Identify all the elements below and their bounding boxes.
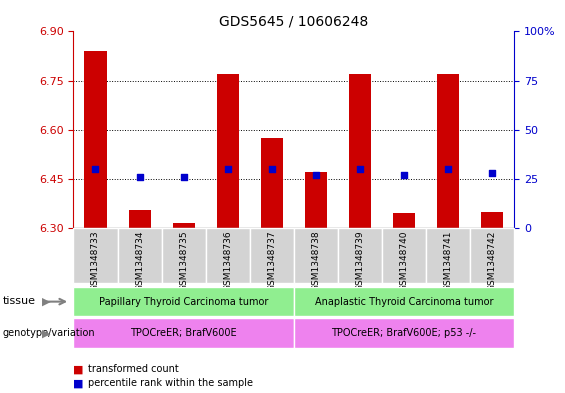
Text: transformed count: transformed count [88,364,179,375]
Title: GDS5645 / 10606248: GDS5645 / 10606248 [219,15,368,29]
Point [444,166,453,172]
Point [223,166,232,172]
Point [267,166,276,172]
Point [488,170,497,176]
Text: ▶: ▶ [42,328,51,338]
Text: ■: ■ [73,364,84,375]
Bar [349,74,371,228]
Bar [305,172,327,228]
Bar [85,51,106,228]
Point [355,166,364,172]
FancyBboxPatch shape [294,318,514,348]
FancyBboxPatch shape [382,228,426,283]
Text: TPOCreER; BrafV600E; p53 -/-: TPOCreER; BrafV600E; p53 -/- [332,328,476,338]
Bar [128,210,150,228]
Point [399,172,408,178]
Point [91,166,100,172]
FancyBboxPatch shape [294,287,514,316]
Bar [217,74,238,228]
FancyBboxPatch shape [73,228,118,283]
Text: GSM1348740: GSM1348740 [399,231,408,291]
Text: GSM1348739: GSM1348739 [355,231,364,291]
Text: GSM1348734: GSM1348734 [135,231,144,291]
Text: genotype/variation: genotype/variation [3,328,95,338]
Text: ■: ■ [73,378,84,388]
Bar [437,74,459,228]
Bar [261,138,283,228]
FancyBboxPatch shape [73,287,294,316]
Text: GSM1348742: GSM1348742 [488,231,497,291]
Text: ▶: ▶ [42,296,51,307]
FancyBboxPatch shape [426,228,470,283]
Text: percentile rank within the sample: percentile rank within the sample [88,378,253,388]
Point [179,174,188,180]
Point [311,172,320,178]
Text: GSM1348741: GSM1348741 [444,231,453,291]
FancyBboxPatch shape [338,228,382,283]
FancyBboxPatch shape [162,228,206,283]
Bar [173,223,194,228]
Text: GSM1348733: GSM1348733 [91,231,100,291]
FancyBboxPatch shape [73,318,294,348]
Bar [393,213,415,228]
Point [135,174,144,180]
FancyBboxPatch shape [294,228,338,283]
Bar [481,211,503,228]
Text: Anaplastic Thyroid Carcinoma tumor: Anaplastic Thyroid Carcinoma tumor [315,297,493,307]
Text: TPOCreER; BrafV600E: TPOCreER; BrafV600E [131,328,237,338]
Text: Papillary Thyroid Carcinoma tumor: Papillary Thyroid Carcinoma tumor [99,297,268,307]
Text: GSM1348736: GSM1348736 [223,231,232,291]
Text: GSM1348737: GSM1348737 [267,231,276,291]
FancyBboxPatch shape [470,228,514,283]
FancyBboxPatch shape [250,228,294,283]
Text: GSM1348738: GSM1348738 [311,231,320,291]
FancyBboxPatch shape [206,228,250,283]
Text: tissue: tissue [3,296,36,307]
Text: GSM1348735: GSM1348735 [179,231,188,291]
FancyBboxPatch shape [118,228,162,283]
